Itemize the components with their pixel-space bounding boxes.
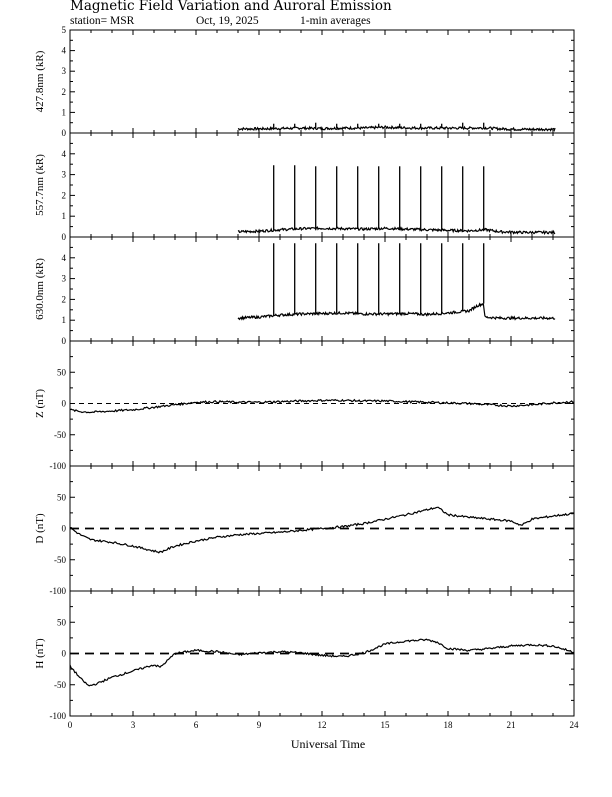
x-tick-label: 21 bbox=[507, 720, 516, 730]
x-tick-label: 3 bbox=[131, 720, 136, 730]
date-label: Oct, 19, 2025 bbox=[196, 15, 259, 27]
series-line-magZ bbox=[69, 398, 575, 414]
panel-frame-em6300 bbox=[69, 236, 575, 342]
y-tick-label-magZ: -50 bbox=[54, 430, 66, 440]
y-axis-label-em4278: 427.8nm (kR) bbox=[34, 50, 46, 112]
y-tick-label-em4278: 1 bbox=[62, 107, 67, 117]
y-tick-label-em5577: 1 bbox=[62, 211, 67, 221]
y-tick-label-magH: 0 bbox=[62, 649, 67, 659]
x-tick-label: 12 bbox=[318, 720, 327, 730]
y-tick-label-em4278: 4 bbox=[62, 46, 67, 56]
series-line-em6300 bbox=[237, 302, 556, 321]
y-tick-label-em6300: 0 bbox=[62, 336, 67, 346]
x-axis-label: Universal Time bbox=[291, 737, 365, 751]
y-tick-label-em4278: 3 bbox=[62, 66, 67, 76]
y-tick-label-em4278: 2 bbox=[62, 87, 67, 97]
station-label: station= MSR bbox=[70, 15, 135, 27]
series-line-magD bbox=[70, 506, 575, 554]
y-tick-label-em5577: 4 bbox=[62, 149, 67, 159]
y-tick-label-magD: 50 bbox=[57, 492, 67, 502]
y-tick-label-magD: 0 bbox=[62, 524, 67, 534]
y-tick-label-em6300: 1 bbox=[62, 315, 67, 325]
x-tick-label: 15 bbox=[381, 720, 391, 730]
y-tick-label-em6300: 3 bbox=[62, 274, 67, 284]
averaging-label: 1-min averages bbox=[300, 15, 371, 27]
y-axis-label-em6300: 630.0nm (kR) bbox=[34, 258, 46, 320]
y-tick-label-magD: -50 bbox=[54, 555, 66, 565]
y-tick-label-magZ: -100 bbox=[50, 461, 67, 471]
x-tick-label: 24 bbox=[570, 720, 580, 730]
y-tick-label-magZ: 0 bbox=[62, 399, 67, 409]
y-tick-label-em4278: 0 bbox=[62, 128, 67, 138]
x-tick-label: 0 bbox=[68, 720, 73, 730]
y-tick-label-em5577: 2 bbox=[62, 190, 67, 200]
y-tick-label-magH: -50 bbox=[54, 680, 66, 690]
series-line-em5577 bbox=[237, 225, 556, 235]
series-line-magH bbox=[69, 638, 575, 687]
y-axis-label-magH: H (nT) bbox=[34, 638, 46, 669]
y-axis-label-magD: D (nT) bbox=[34, 513, 46, 544]
x-tick-label: 18 bbox=[444, 720, 454, 730]
x-tick-label: 6 bbox=[194, 720, 199, 730]
y-tick-label-em6300: 2 bbox=[62, 294, 67, 304]
x-tick-label: 9 bbox=[257, 720, 262, 730]
y-tick-label-magD: -100 bbox=[50, 586, 67, 596]
y-tick-label-magH: -100 bbox=[50, 711, 67, 721]
y-tick-label-magH: 50 bbox=[57, 617, 67, 627]
y-axis-label-magZ: Z (nT) bbox=[34, 389, 46, 418]
chart-title: Magnetic Field Variation and Auroral Emi… bbox=[70, 0, 392, 14]
y-tick-label-em5577: 0 bbox=[62, 232, 67, 242]
y-axis-label-em5577: 557.7nm (kR) bbox=[34, 154, 46, 216]
series-line-em4278 bbox=[237, 124, 556, 132]
y-tick-label-em4278: 5 bbox=[62, 25, 67, 35]
y-tick-label-magZ: 50 bbox=[57, 367, 67, 377]
y-tick-label-em6300: 4 bbox=[62, 253, 67, 263]
panel-frame-em5577 bbox=[69, 132, 575, 238]
panel-frame-em4278 bbox=[69, 29, 575, 134]
y-tick-label-em5577: 3 bbox=[62, 170, 67, 180]
